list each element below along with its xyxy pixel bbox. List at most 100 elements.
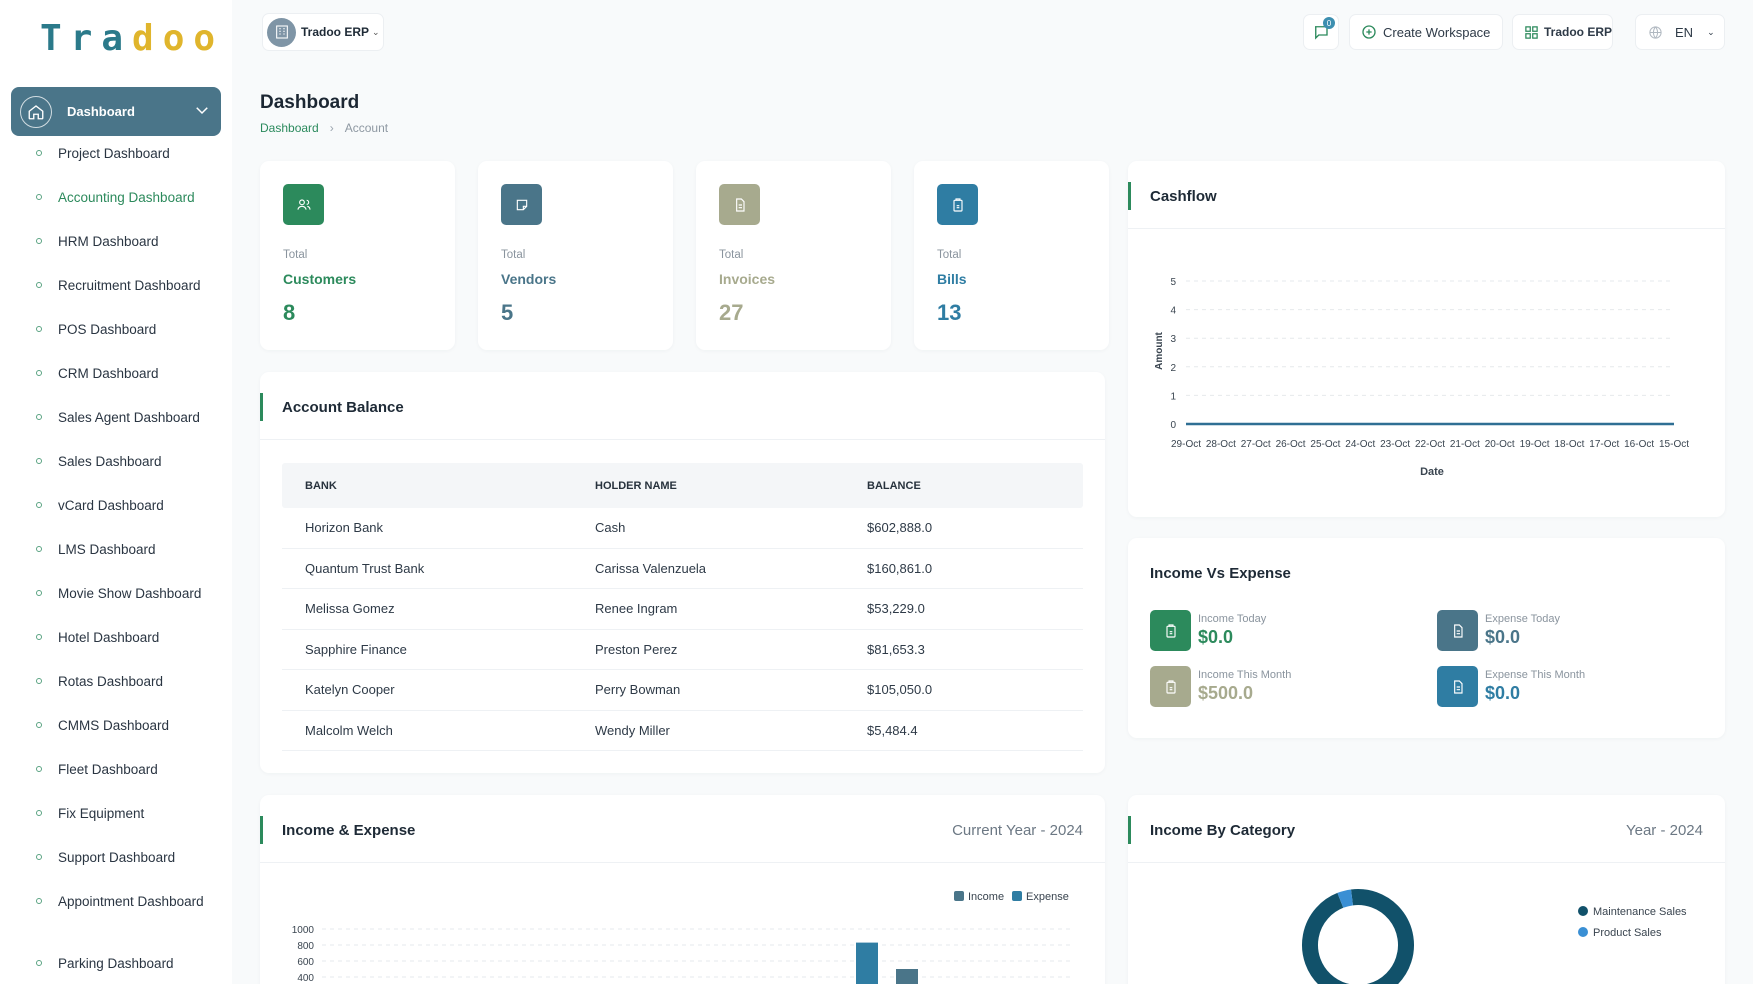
file-icon — [1437, 610, 1478, 651]
bullet-icon — [36, 854, 42, 860]
table-row[interactable]: Sapphire Finance Preston Perez $81,653.3 — [282, 630, 1083, 670]
income-expense-card: Income & Expense Current Year - 2024 100… — [260, 795, 1105, 984]
logo-part-2: doo — [132, 18, 225, 59]
sidebar-item[interactable]: Hotel Dashboard — [36, 628, 218, 647]
stat-value: 13 — [937, 300, 962, 325]
bullet-icon — [36, 326, 42, 332]
bank-cell: Quantum Trust Bank — [305, 560, 425, 576]
table-row[interactable]: Quantum Trust Bank Carissa Valenzuela $160… — [282, 549, 1083, 589]
balance-cell: $602,888.0 — [867, 520, 933, 536]
table-row[interactable]: Melissa Gomez Renee Ingram $53,229.0 — [282, 589, 1083, 630]
y-tick-label: 400 — [297, 973, 314, 984]
current-workspace-button[interactable]: Tradoo ERP — [1512, 14, 1613, 50]
messages-button[interactable]: 0 — [1303, 14, 1339, 50]
brand-logo[interactable]: Tradoo — [40, 18, 224, 59]
sidebar-item[interactable]: Project Dashboard — [36, 144, 218, 163]
bank-cell: Katelyn Cooper — [305, 682, 395, 698]
sidebar-dashboard-label: Dashboard — [67, 104, 135, 119]
bullet-icon — [36, 766, 42, 772]
sidebar-item-label: Rotas Dashboard — [58, 674, 164, 689]
y-tick-label: 3 — [1170, 334, 1176, 345]
card-header: Account Balance — [260, 372, 1105, 440]
create-workspace-button[interactable]: Create Workspace — [1349, 14, 1503, 50]
breadcrumb-separator-icon: › — [329, 121, 334, 135]
sidebar-item[interactable]: Support Dashboard — [36, 848, 218, 867]
sidebar-item-label: Fix Equipment — [58, 806, 145, 821]
sidebar-item[interactable]: Recruitment Dashboard — [36, 276, 218, 295]
sidebar-item[interactable]: CRM Dashboard — [36, 364, 218, 383]
bullet-icon — [36, 960, 42, 966]
sidebar-item-label: Sales Dashboard — [58, 454, 162, 469]
holder-cell: Perry Bowman — [595, 682, 681, 698]
chevron-down-icon: ⌄ — [1707, 26, 1715, 37]
stat-name: Vendors — [501, 271, 557, 287]
x-tick-label: 22-Oct — [1415, 439, 1445, 450]
card-header: Cashflow — [1128, 161, 1725, 229]
bullet-icon — [36, 502, 42, 508]
income-by-category-card: Income By Category Year - 2024 Maintenan… — [1128, 795, 1725, 984]
bullet-icon — [36, 194, 42, 200]
pie-slice — [1337, 889, 1354, 908]
y-tick-label: 1000 — [292, 925, 315, 936]
sidebar-item[interactable]: Parking Dashboard — [36, 954, 218, 973]
language-selector[interactable]: EN ⌄ — [1635, 14, 1725, 50]
sidebar-item-label: POS Dashboard — [58, 322, 157, 337]
plus-circle-icon — [1362, 25, 1376, 39]
income-expense-chart: 1000 800 600 400 Income Expense — [292, 891, 1070, 984]
x-axis-label: Date — [1420, 466, 1444, 478]
sidebar-item[interactable]: Movie Show Dashboard — [36, 584, 218, 603]
card-title: Cashflow — [1150, 188, 1217, 205]
file-icon — [1437, 666, 1478, 707]
current-workspace-label: Tradoo ERP — [1544, 25, 1613, 39]
bar — [856, 942, 878, 984]
bullet-icon — [36, 634, 42, 640]
sidebar-item-label: Appointment Dashboard — [58, 894, 204, 909]
bullet-icon — [36, 678, 42, 684]
workspace-selector[interactable]: Tradoo ERP ⌄ — [262, 13, 384, 51]
sidebar-item[interactable]: POS Dashboard — [36, 320, 218, 339]
legend-label: Income — [968, 891, 1004, 903]
x-tick-label: 23-Oct — [1380, 439, 1410, 450]
stat-name: Invoices — [719, 271, 776, 287]
table-row[interactable]: Katelyn Cooper Perry Bowman $105,050.0 — [282, 670, 1083, 711]
sidebar-item[interactable]: HRM Dashboard — [36, 232, 218, 251]
sidebar-item-label: Accounting Dashboard — [58, 190, 195, 205]
sidebar-item[interactable]: CMMS Dashboard — [36, 716, 218, 735]
clipboard-icon — [1150, 610, 1191, 651]
stat-value: 8 — [283, 300, 296, 325]
card-title: Account Balance — [282, 399, 404, 416]
bullet-icon — [36, 722, 42, 728]
bank-cell: Melissa Gomez — [305, 601, 395, 617]
sidebar-item[interactable]: Accounting Dashboard — [36, 188, 218, 207]
holder-cell: Cash — [595, 520, 626, 536]
x-tick-label: 26-Oct — [1276, 439, 1306, 450]
stat-value: $0.0 — [1485, 683, 1521, 703]
sidebar-item[interactable]: Fix Equipment — [36, 804, 218, 823]
pie-slice — [1302, 889, 1414, 984]
table-row[interactable]: Malcolm Welch Wendy Miller $5,484.4 — [282, 711, 1083, 751]
table-row[interactable]: Horizon Bank Cash $602,888.0 — [282, 508, 1083, 549]
sidebar-dashboard-toggle[interactable]: Dashboard — [11, 87, 221, 136]
y-tick-label: 2 — [1170, 363, 1176, 374]
bullet-icon — [36, 414, 42, 420]
card-header: Income & Expense Current Year - 2024 — [260, 795, 1105, 863]
breadcrumb-home-link[interactable]: Dashboard — [260, 121, 319, 135]
sidebar-item[interactable]: Appointment Dashboard — [36, 892, 218, 911]
cashflow-card: Cashflow 0 1 2 3 4 5 29-Oct 28-Oct 27-Oct 26-Oct 2… — [1128, 161, 1725, 517]
x-tick-label: 25-Oct — [1310, 439, 1340, 450]
sidebar-item[interactable]: LMS Dashboard — [36, 540, 218, 559]
sidebar-item[interactable]: Rotas Dashboard — [36, 672, 218, 691]
sidebar-item-label: Hotel Dashboard — [58, 630, 160, 645]
bullet-icon — [36, 898, 42, 904]
sidebar-item[interactable]: Sales Dashboard — [36, 452, 218, 471]
sidebar-item[interactable]: Sales Agent Dashboard — [36, 408, 218, 427]
sidebar-item-label: CRM Dashboard — [58, 366, 159, 381]
language-label: EN — [1675, 24, 1694, 40]
card-title: Income Vs Expense — [1150, 565, 1291, 582]
bullet-icon — [36, 458, 42, 464]
sidebar-item[interactable]: vCard Dashboard — [36, 496, 218, 515]
holder-cell: Preston Perez — [595, 641, 678, 657]
bullet-icon — [36, 546, 42, 552]
sidebar-item[interactable]: Fleet Dashboard — [36, 760, 218, 779]
bullet-icon — [36, 370, 42, 376]
